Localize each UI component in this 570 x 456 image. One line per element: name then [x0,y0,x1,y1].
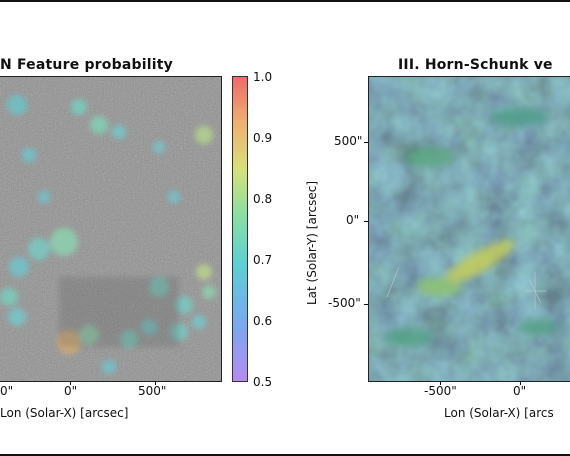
right-ytick-mark-3 [364,304,368,305]
left-xlabel: Lon (Solar-X) [arcsec] [0,406,129,420]
right-xtick-neg500: -500" [424,384,457,398]
colorbar-tick-0.5: 0.5 [253,375,273,389]
feature-probability-map [0,76,222,382]
left-xtick-mark-1 [70,381,71,385]
bottom-border-line [0,454,570,456]
colorbar-tick-0.7: 0.7 [253,253,273,267]
right-panel-title: III. Horn-Schunk ve [398,57,553,73]
feature-probability-map-image [0,77,221,381]
right-ytick-mark-1 [364,142,368,143]
left-panel-title: N Feature probability [0,57,173,73]
left-xtick-mark-2 [155,381,156,385]
horn-schunck-velocity-map [368,76,570,382]
horn-schunck-velocity-map-image [369,77,570,381]
right-ytick-500: 500" [334,134,363,148]
right-xtick-mark-2 [520,381,521,385]
right-xlabel: Lon (Solar-X) [arcs [444,406,554,420]
right-ytick-0: 0" [346,213,360,227]
top-border-line [0,0,570,2]
right-xtick-mark-1 [440,381,441,385]
colorbar-tick-0.8: 0.8 [253,192,273,206]
colorbar-tick-0.9: 0.9 [253,131,273,145]
right-ytick-neg500: -500" [328,296,361,310]
right-ytick-mark-2 [364,221,368,222]
right-ylabel: Lat (Solar-Y) [arcsec] [305,180,319,305]
left-xtick-1: 0" [0,384,14,398]
probability-colorbar [232,76,248,382]
colorbar-tick-1.0: 1.0 [253,70,273,84]
right-xtick-0: 0" [513,384,527,398]
colorbar-tick-0.6: 0.6 [253,314,273,328]
left-xtick-3: 500" [138,384,167,398]
left-xtick-2: 0" [64,384,78,398]
